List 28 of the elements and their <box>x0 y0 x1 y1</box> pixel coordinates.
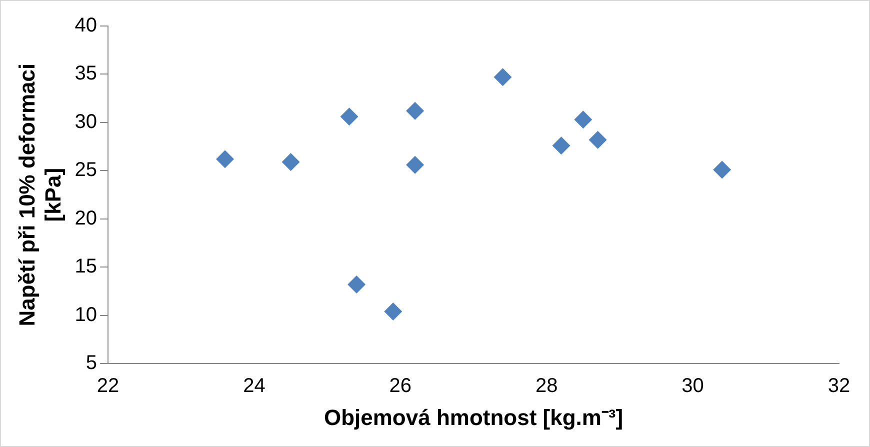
x-tick-label: 30 <box>682 375 704 398</box>
point <box>494 68 512 86</box>
y-axis-title: Napětí při 10% deformaci [kPa] <box>14 63 66 326</box>
y-tick-label: 10 <box>74 304 98 326</box>
y-tick-label: 15 <box>74 256 98 278</box>
x-tick-label: 32 <box>828 375 850 398</box>
y-tick-label: 5 <box>86 352 98 374</box>
x-axis-title: Objemová hmotnost [kg.m⁻³] <box>324 404 624 430</box>
point <box>406 102 424 120</box>
point <box>384 302 402 321</box>
point <box>340 108 358 126</box>
x-tick-label: 22 <box>96 375 120 398</box>
y-tick-label: 40 <box>74 14 98 37</box>
point <box>588 130 607 149</box>
y-tick-label: 25 <box>74 159 98 182</box>
point <box>713 160 732 179</box>
x-tick-label: 28 <box>535 375 558 398</box>
x-tick-label: 26 <box>389 375 412 398</box>
point <box>282 153 300 172</box>
y-tick-label: 30 <box>74 110 98 133</box>
point <box>348 276 366 294</box>
y-tick-label: 20 <box>74 207 98 230</box>
y-tick-label: 35 <box>74 62 98 85</box>
point <box>552 136 570 155</box>
x-tick-label: 24 <box>243 375 266 398</box>
point <box>406 156 424 174</box>
point <box>216 150 234 168</box>
point <box>574 110 592 129</box>
